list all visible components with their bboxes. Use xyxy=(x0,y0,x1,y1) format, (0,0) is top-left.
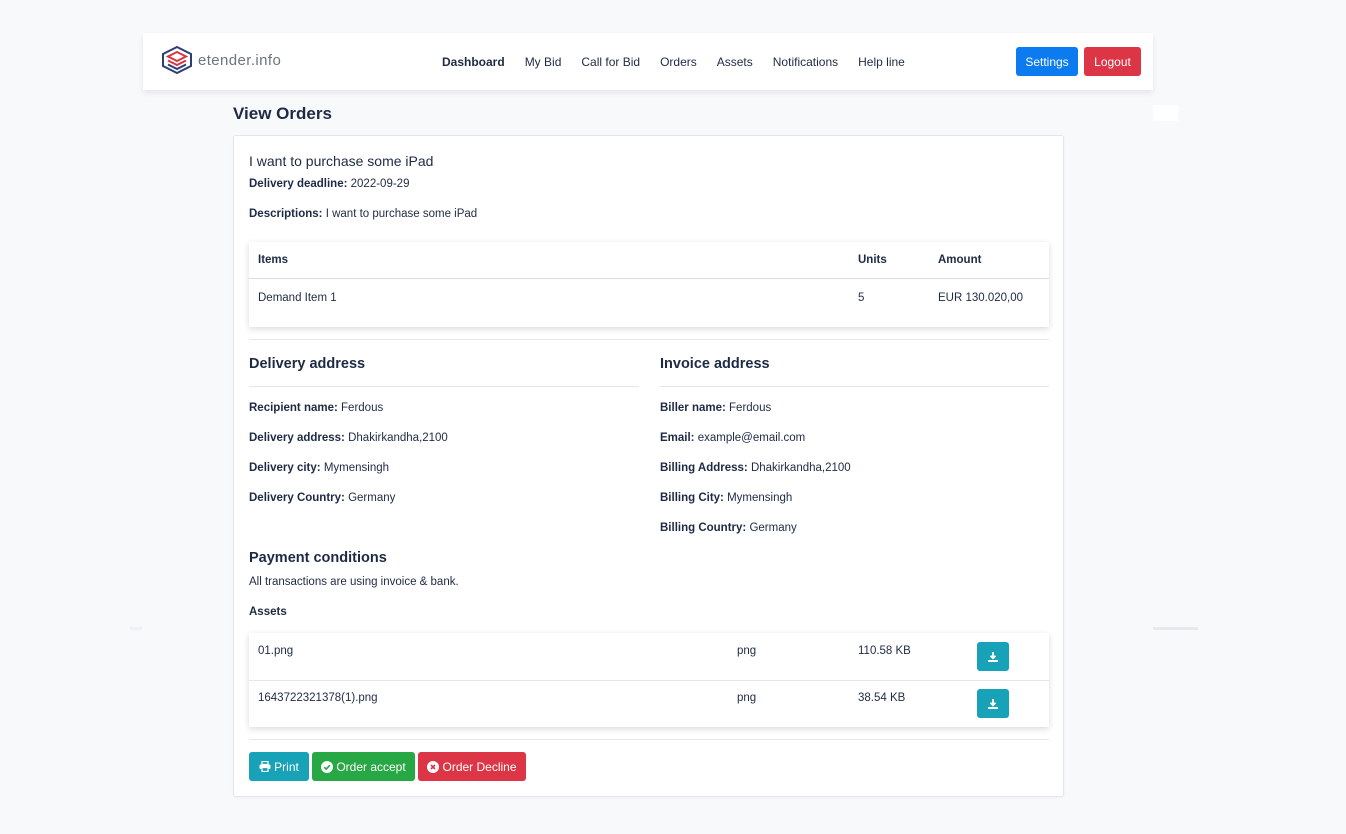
nav-help-line[interactable]: Help line xyxy=(858,55,905,69)
table-header-divider xyxy=(249,278,1049,279)
field-label: Billing Country: xyxy=(660,522,747,534)
asset-name: 01.png xyxy=(258,645,294,657)
nav-links: Dashboard My Bid Call for Bid Orders Ass… xyxy=(442,55,925,69)
item-units: 5 xyxy=(858,292,865,304)
deadline-value: 2022-09-29 xyxy=(350,178,410,190)
field-label: Biller name: xyxy=(660,402,726,414)
logout-button[interactable]: Logout xyxy=(1084,47,1141,76)
brand[interactable]: etender.info xyxy=(161,45,281,75)
delivery-divider xyxy=(249,386,639,387)
print-label: Print xyxy=(274,759,299,774)
download-icon xyxy=(988,651,998,662)
header-amount: Amount xyxy=(938,254,982,266)
x-circle-icon xyxy=(427,760,440,773)
assets-heading: Assets xyxy=(249,606,287,618)
biller-name: Biller name: Ferdous xyxy=(660,402,771,414)
field-label: Delivery address: xyxy=(249,432,345,444)
page-title: View Orders xyxy=(233,104,332,123)
order-decline-button[interactable]: Order Decline xyxy=(418,752,526,781)
item-name: Demand Item 1 xyxy=(258,292,337,304)
billing-city: Billing City: Mymensingh xyxy=(660,492,792,504)
descriptions-label: Descriptions: xyxy=(249,208,323,220)
payment-text: All transactions are using invoice & ban… xyxy=(249,576,459,588)
field-label: Recipient name: xyxy=(249,402,338,414)
delivery-heading: Delivery address xyxy=(249,356,366,372)
background-strip-left xyxy=(130,627,142,630)
delivery-address: Delivery address: Dhakirkandha,2100 xyxy=(249,432,448,444)
field-value: example@email.com xyxy=(697,432,806,444)
invoice-divider xyxy=(660,386,1049,387)
download-button[interactable] xyxy=(977,689,1009,718)
background-notch xyxy=(1153,105,1178,121)
item-amount: EUR 130.020,00 xyxy=(938,292,1024,304)
field-label: Billing City: xyxy=(660,492,724,504)
nav-assets[interactable]: Assets xyxy=(716,55,753,69)
payment-heading: Payment conditions xyxy=(249,550,387,566)
nav-call-for-bid[interactable]: Call for Bid xyxy=(581,55,641,69)
nav-notifications[interactable]: Notifications xyxy=(772,55,839,69)
delivery-deadline: Delivery deadline: 2022-09-29 xyxy=(249,178,409,190)
delivery-country: Delivery Country: Germany xyxy=(249,492,395,504)
nav-my-bid[interactable]: My Bid xyxy=(524,55,562,69)
download-icon xyxy=(988,698,998,709)
header-items: Items xyxy=(258,254,289,266)
nav-dashboard[interactable]: Dashboard xyxy=(442,55,505,69)
field-value: Germany xyxy=(749,522,797,534)
order-decline-label: Order Decline xyxy=(442,759,517,774)
field-label: Email: xyxy=(660,432,695,444)
check-circle-icon xyxy=(321,760,334,773)
order-accept-button[interactable]: Order accept xyxy=(312,752,415,781)
asset-size: 38.54 KB xyxy=(858,692,906,704)
assets-table: 01.png png 110.58 KB 1643722321378(1).pn… xyxy=(249,633,1049,727)
invoice-heading: Invoice address xyxy=(660,356,770,372)
settings-button[interactable]: Settings xyxy=(1016,47,1078,76)
order-title: I want to purchase some iPad xyxy=(249,153,434,169)
billing-country: Billing Country: Germany xyxy=(660,522,797,534)
divider xyxy=(249,339,1049,340)
background-strip-right xyxy=(1153,627,1198,630)
asset-type: png xyxy=(737,692,757,704)
top-navbar: etender.info Dashboard My Bid Call for B… xyxy=(143,33,1153,90)
asset-name: 1643722321378(1).png xyxy=(258,692,378,704)
field-value: Ferdous xyxy=(341,402,384,414)
delivery-city: Delivery city: Mymensingh xyxy=(249,462,389,474)
recipient-name: Recipient name: Ferdous xyxy=(249,402,383,414)
field-value: Germany xyxy=(348,492,396,504)
descriptions: Descriptions: I want to purchase some iP… xyxy=(249,208,477,220)
biller-email: Email: example@email.com xyxy=(660,432,805,444)
print-button[interactable]: Print xyxy=(249,752,309,781)
field-label: Billing Address: xyxy=(660,462,748,474)
row-divider xyxy=(249,680,1049,681)
asset-type: png xyxy=(737,645,757,657)
field-label: Delivery city: xyxy=(249,462,321,474)
deadline-label: Delivery deadline: xyxy=(249,178,348,190)
order-accept-label: Order accept xyxy=(336,759,406,774)
nav-orders[interactable]: Orders xyxy=(660,55,697,69)
billing-address: Billing Address: Dhakirkandha,2100 xyxy=(660,462,851,474)
field-value: Ferdous xyxy=(729,402,772,414)
field-value: Mymensingh xyxy=(323,462,390,474)
header-units: Units xyxy=(858,254,887,266)
field-value: Mymensingh xyxy=(727,492,793,504)
divider xyxy=(249,739,1049,740)
order-card: I want to purchase some iPad Delivery de… xyxy=(233,135,1064,797)
field-value: Dhakirkandha,2100 xyxy=(750,462,851,474)
printer-icon xyxy=(259,761,271,772)
logo-icon xyxy=(162,45,192,75)
asset-size: 110.58 KB xyxy=(858,645,911,657)
items-table: Items Units Amount Demand Item 1 5 EUR 1… xyxy=(249,242,1049,327)
descriptions-value: I want to purchase some iPad xyxy=(325,208,478,220)
field-label: Delivery Country: xyxy=(249,492,345,504)
brand-name: etender.info xyxy=(198,51,282,69)
download-button[interactable] xyxy=(977,642,1009,671)
field-value: Dhakirkandha,2100 xyxy=(348,432,448,444)
